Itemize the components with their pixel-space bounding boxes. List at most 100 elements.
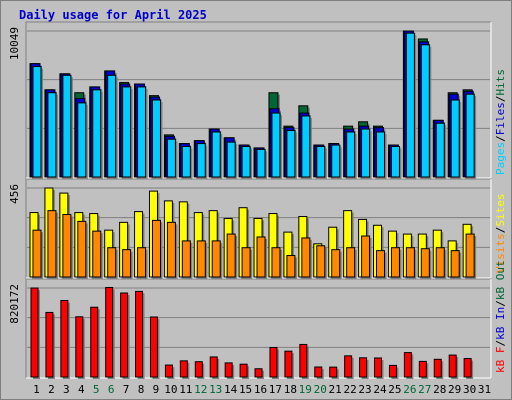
kbf-bar: [239, 363, 248, 378]
visits-sites-legend-item: Sites: [494, 194, 507, 227]
kbf-bar: [359, 357, 368, 378]
x-tick-label: 12: [194, 383, 207, 396]
x-tick-label: 11: [179, 383, 192, 396]
pages-bar: [450, 99, 460, 178]
x-tick-label: 27: [418, 383, 431, 396]
kbf-bar: [403, 352, 412, 378]
pages-bar: [376, 131, 386, 178]
x-tick-label: 9: [153, 383, 160, 396]
kbf-bar: [448, 354, 457, 378]
pages-files-hits-ymax-label: 10049: [8, 27, 21, 60]
pages-bar: [107, 74, 117, 178]
x-tick-label: 2: [48, 383, 55, 396]
sites-bar: [331, 249, 341, 278]
sites-bar: [301, 237, 311, 278]
sites-bar: [47, 210, 57, 278]
x-tick-label: 5: [93, 383, 100, 396]
x-tick-label: 8: [138, 383, 145, 396]
x-tick-label: 1: [33, 383, 40, 396]
kbf-bar: [463, 358, 472, 378]
sites-bar: [137, 247, 147, 278]
pages-files-hits-legend-item: /: [494, 135, 507, 142]
pages-files-hits-legend: Pages/Files/Hits: [494, 69, 507, 175]
pages-bar: [166, 138, 176, 178]
visits-sites-legend-item: Visits: [494, 233, 507, 273]
chart-title: Daily usage for April 2025: [19, 8, 207, 22]
pages-files-hits-legend-item: Files: [494, 102, 507, 135]
sites-bar: [181, 240, 191, 278]
x-tick-label: 26: [403, 383, 416, 396]
sites-bar: [226, 233, 236, 278]
kbf-bar: [105, 286, 114, 378]
sites-bar: [166, 221, 176, 278]
pages-bar: [465, 93, 475, 178]
x-tick-label: 6: [108, 383, 115, 396]
x-tick-label: 13: [209, 383, 222, 396]
sites-bar: [435, 247, 445, 278]
kbf-bar: [209, 356, 218, 378]
kbf-bar: [269, 346, 278, 378]
pages-bar: [435, 122, 445, 178]
pages-bar: [241, 145, 251, 178]
pages-bar: [346, 131, 356, 178]
sites-bar: [271, 247, 281, 278]
x-tick-label: 3: [63, 383, 70, 396]
x-tick-label: 19: [299, 383, 312, 396]
sites-bar: [376, 250, 386, 278]
visits-sites-ymax-label: 456: [8, 184, 21, 204]
kbf-bar: [418, 360, 427, 378]
pages-bar: [286, 130, 296, 178]
kbf-bar: [224, 362, 233, 378]
sites-bar: [122, 249, 132, 278]
kb-legend-item: kB Out: [494, 260, 507, 300]
sites-bar: [107, 247, 117, 278]
pages-bar: [151, 99, 161, 178]
pages-bar: [361, 128, 371, 178]
x-tick-label: 10: [164, 383, 177, 396]
kbf-bar: [90, 306, 99, 378]
pages-bar: [181, 145, 191, 178]
kbf-bar: [60, 299, 69, 378]
x-tick-label: 30: [463, 383, 476, 396]
pages-bar: [301, 115, 311, 178]
sites-bar: [390, 247, 400, 278]
x-tick-label: 18: [284, 383, 297, 396]
kbf-bar: [75, 316, 84, 378]
x-tick-label: 4: [78, 383, 85, 396]
sites-bar: [211, 240, 221, 278]
pages-bar: [316, 145, 326, 178]
kbf-bar: [120, 292, 129, 378]
kbf-bar: [314, 366, 323, 378]
kbf-bar: [45, 311, 54, 378]
sites-bar: [151, 219, 161, 278]
kbf-bar: [284, 350, 293, 378]
pages-files-hits-legend-item: Hits: [494, 69, 507, 96]
sites-bar: [77, 220, 87, 278]
x-tick-label: 24: [373, 383, 387, 396]
visits-sites-legend: Visits/Sites: [494, 194, 507, 274]
x-tick-label: 22: [343, 383, 356, 396]
kbf-bar: [164, 364, 173, 378]
pages-bar: [271, 112, 281, 178]
kb-legend-item: /: [494, 340, 507, 347]
pages-files-hits-legend-item: Pages: [494, 142, 507, 175]
kbf-bar: [30, 287, 39, 378]
pages-bar: [196, 143, 206, 178]
kbf-bar: [299, 343, 308, 378]
sites-bar: [316, 245, 326, 278]
x-tick-label: 28: [433, 383, 446, 396]
kb-ymax-label: 820172: [8, 284, 21, 324]
pages-bar: [256, 148, 266, 178]
pages-bar: [331, 144, 341, 178]
sites-bar: [196, 240, 206, 278]
x-tick-label: 21: [329, 383, 342, 396]
pages-bar: [226, 141, 236, 178]
pages-bar: [47, 92, 57, 178]
x-tick-label: 16: [254, 383, 267, 396]
pages-bar: [122, 86, 132, 178]
kb-legend-item: kB F: [494, 347, 507, 374]
kbf-bar: [254, 368, 263, 378]
x-tick-label: 15: [239, 383, 252, 396]
kbf-bar: [374, 357, 383, 378]
